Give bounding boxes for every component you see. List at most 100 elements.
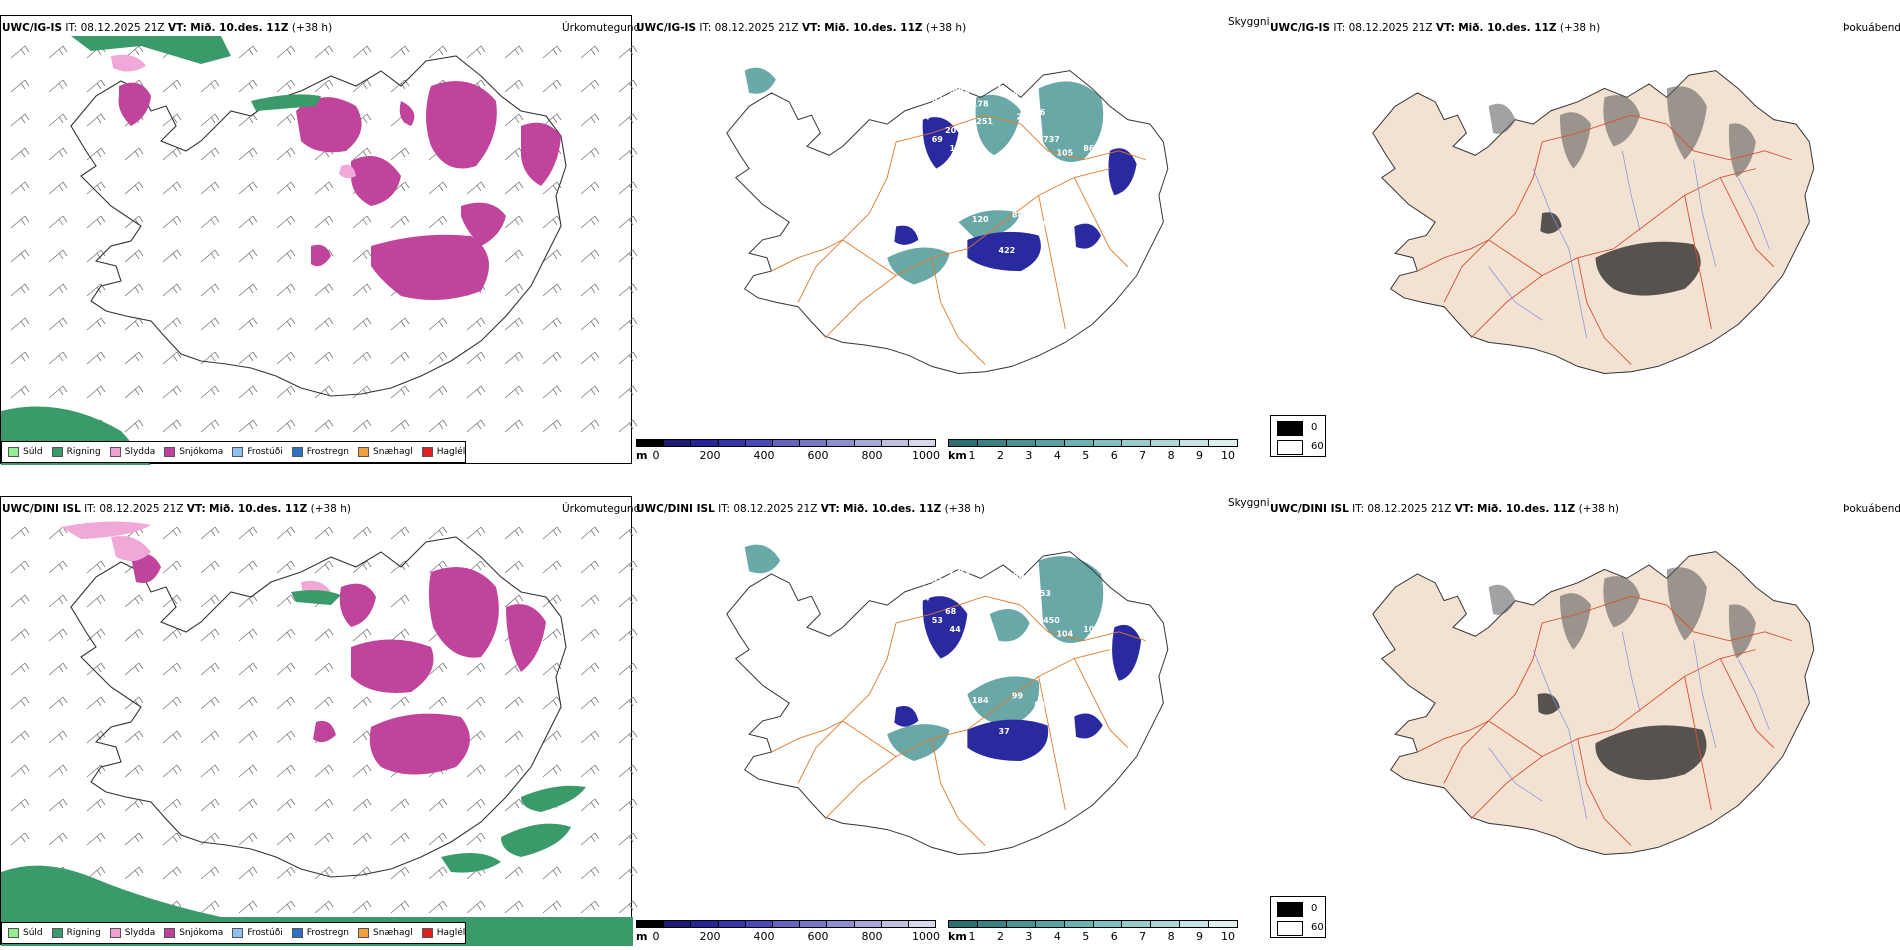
wind-barb bbox=[48, 662, 68, 676]
colorbar-cell bbox=[1122, 440, 1152, 446]
rain-area bbox=[1, 36, 321, 465]
vt-value: Mið. 10.des. 11Z bbox=[209, 503, 308, 515]
wind-barb bbox=[618, 351, 638, 365]
wind-barb bbox=[542, 249, 562, 263]
wind-barb bbox=[86, 798, 106, 812]
visibility-value: 57 bbox=[950, 585, 961, 594]
wind-barb bbox=[504, 419, 524, 433]
wind-barb bbox=[466, 419, 486, 433]
wind-barb bbox=[352, 560, 372, 574]
colorbar-tick: 5 bbox=[1082, 449, 1090, 462]
precip-legend: Súld Rigning Slydda Snjókoma Frostúði Frostre… bbox=[1, 922, 466, 944]
wind-barb bbox=[86, 113, 106, 127]
visibility-value: 311 bbox=[958, 567, 975, 576]
wind-barb bbox=[352, 147, 372, 161]
visibility-value: 64 bbox=[918, 594, 930, 603]
visibility-value: 10 bbox=[941, 81, 953, 90]
wind-barb bbox=[618, 866, 638, 880]
wind-barb bbox=[618, 215, 638, 229]
wind-barb bbox=[48, 113, 68, 127]
colorbar-cell bbox=[772, 440, 801, 446]
wind-barb bbox=[466, 45, 486, 59]
lead-time: (+38 h) bbox=[1559, 22, 1601, 34]
wind-barb bbox=[390, 526, 410, 540]
wind-barb bbox=[162, 419, 182, 433]
wind-barb bbox=[124, 385, 144, 399]
wind-barb bbox=[428, 45, 448, 59]
visibility-value: 68 bbox=[945, 607, 957, 616]
road-line bbox=[1038, 676, 1066, 811]
wind-barb bbox=[238, 79, 258, 93]
river-line bbox=[1621, 150, 1641, 232]
wind-barb bbox=[314, 317, 334, 331]
wind-barb bbox=[10, 215, 30, 229]
vis-unit: km bbox=[948, 930, 967, 943]
it-label: IT: bbox=[84, 503, 97, 515]
wind-barb bbox=[162, 113, 182, 127]
wind-barb bbox=[390, 79, 410, 93]
sleet-area bbox=[111, 54, 356, 179]
wind-barb bbox=[390, 385, 410, 399]
wind-barb bbox=[276, 900, 296, 914]
wind-barb bbox=[200, 866, 220, 880]
legend-item: Snjókoma bbox=[164, 447, 223, 457]
wind-barb bbox=[314, 79, 334, 93]
road-line bbox=[1666, 123, 1792, 161]
legend-item: Slydda bbox=[109, 928, 155, 938]
wind-barb bbox=[466, 385, 486, 399]
wind-barb bbox=[124, 419, 144, 433]
wind-barb bbox=[10, 594, 30, 608]
wind-barb bbox=[504, 45, 524, 59]
colorbar-tick: 1 bbox=[968, 930, 976, 943]
wind-barb bbox=[48, 181, 68, 195]
wind-barb bbox=[162, 317, 182, 331]
wind-barb bbox=[10, 764, 30, 778]
wind-barb bbox=[618, 628, 638, 642]
wind-barb bbox=[314, 526, 334, 540]
it-label: IT: bbox=[718, 503, 731, 515]
visibility-value: 71 bbox=[1025, 660, 1037, 669]
legend-label: Súld bbox=[23, 928, 43, 938]
colorbar-tick: 1 bbox=[968, 449, 976, 462]
wind-barb bbox=[276, 249, 296, 263]
wind-barb bbox=[352, 798, 372, 812]
wind-barb bbox=[200, 764, 220, 778]
visibility-value: 10 bbox=[927, 665, 939, 674]
wind-barb bbox=[238, 866, 258, 880]
visibility-value: 327 bbox=[958, 86, 975, 95]
wind-barb bbox=[466, 832, 486, 846]
legend-swatch bbox=[8, 447, 19, 457]
road-line bbox=[896, 595, 1021, 624]
wind-barb bbox=[124, 181, 144, 195]
wind-barb bbox=[504, 866, 524, 880]
colorbar-cell bbox=[977, 921, 1007, 927]
legend-item: Frostregn bbox=[291, 928, 349, 938]
road-line bbox=[1666, 604, 1792, 642]
wind-barb bbox=[200, 662, 220, 676]
wind-barb bbox=[352, 696, 372, 710]
wind-barb bbox=[162, 181, 182, 195]
legend-item: Snjókoma bbox=[164, 928, 223, 938]
it-value: 08.12.2025 21Z bbox=[99, 503, 184, 515]
colorbar-tick: 3 bbox=[1025, 930, 1033, 943]
colorbar-cell bbox=[772, 921, 801, 927]
wind-barb bbox=[48, 798, 68, 812]
colorbar-tick: 5 bbox=[1082, 930, 1090, 943]
wind-barb bbox=[352, 317, 372, 331]
wind-barb bbox=[124, 351, 144, 365]
fog-title-dini: Þokuábendi bbox=[1843, 503, 1900, 515]
visibility-value: 199 bbox=[972, 175, 989, 184]
visibility-value: 150 bbox=[950, 144, 967, 153]
wind-barb bbox=[124, 594, 144, 608]
wind-barb bbox=[466, 351, 486, 365]
legend-item: Frostúði bbox=[232, 447, 283, 457]
wind-barb bbox=[200, 696, 220, 710]
visibility-value: 86 bbox=[1083, 144, 1095, 153]
wind-barb bbox=[580, 351, 600, 365]
road-line bbox=[842, 720, 897, 757]
wind-barb bbox=[352, 79, 372, 93]
vt-label: VT: bbox=[186, 503, 206, 515]
precip-header-dini: UWC/DINI ISL IT: 08.12.2025 21Z VT: Mið.… bbox=[2, 503, 351, 515]
wind-barb bbox=[238, 181, 258, 195]
colorbar-tick: 1000 bbox=[912, 449, 940, 462]
